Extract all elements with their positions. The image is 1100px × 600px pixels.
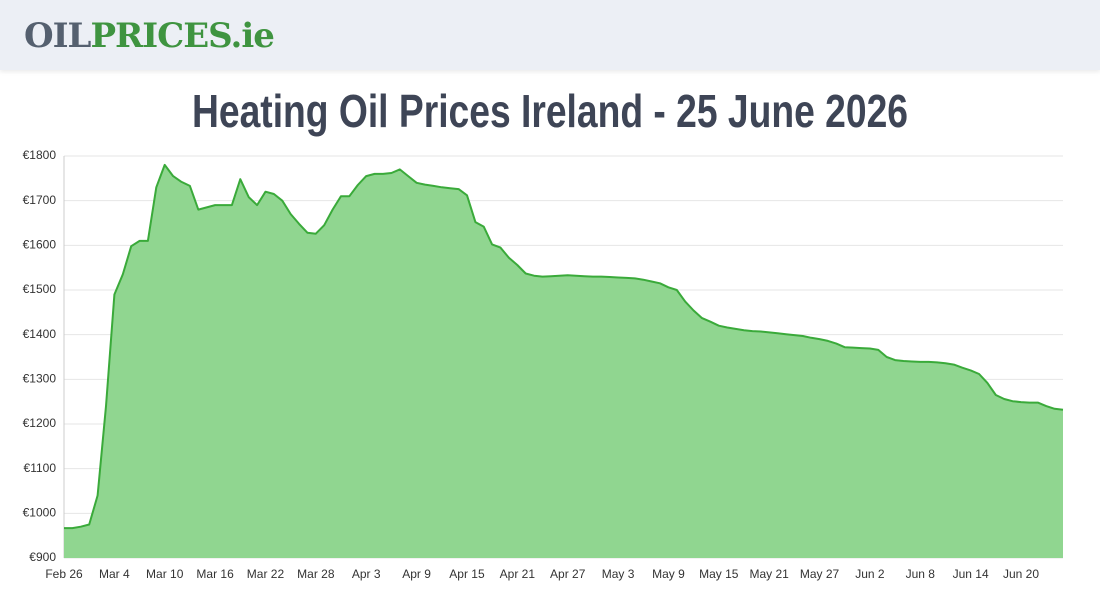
x-tick-label: Apr 9 (402, 567, 431, 581)
x-tick-label: Mar 16 (196, 567, 234, 581)
y-tick-label: €1100 (24, 461, 57, 475)
area-fill (64, 164, 1063, 558)
x-tick-label: Mar 28 (297, 567, 335, 581)
x-tick-label: Jun 20 (1003, 567, 1039, 581)
y-tick-label: €900 (29, 550, 56, 564)
logo-part: OIL (24, 16, 91, 56)
x-tick-label: Apr 27 (550, 567, 586, 581)
x-tick-label: Jun 2 (855, 567, 885, 581)
y-tick-label: €1600 (23, 238, 57, 252)
chart: Heating Oil Prices Ireland - 25 June 202… (23, 85, 1064, 581)
x-tick-label: Feb 26 (45, 567, 83, 581)
x-tick-label: Jun 8 (906, 567, 936, 581)
x-tick-label: Apr 21 (500, 567, 536, 581)
y-tick-label: €1200 (23, 416, 57, 430)
y-tick-label: €1000 (23, 506, 57, 520)
x-tick-label: May 27 (800, 567, 840, 581)
y-tick-label: €1800 (23, 148, 57, 162)
x-tick-label: Mar 22 (247, 567, 285, 581)
line (64, 163, 1064, 530)
y-tick-label: €1400 (23, 327, 57, 341)
x-tick-label: May 3 (602, 567, 635, 581)
x-tick-label: Apr 3 (352, 567, 381, 581)
logo-part: PRICES.ie (90, 16, 274, 56)
x-tick-label: May 21 (749, 567, 789, 581)
x-tick-label: Mar 10 (146, 567, 184, 581)
chart-title: Heating Oil Prices Ireland - 25 June 202… (192, 85, 908, 137)
y-tick-label: €1700 (23, 193, 57, 207)
x-tick-label: May 9 (652, 567, 685, 581)
x-tick-label: Mar 4 (99, 567, 130, 581)
x-tick-label: Apr 15 (449, 567, 485, 581)
y-tick-label: €1500 (23, 282, 57, 296)
x-tick-label: May 15 (699, 567, 739, 581)
y-tick-label: €1300 (23, 372, 57, 386)
logo[interactable]: OILPRICES.ie (24, 16, 275, 56)
x-tick-label: Jun 14 (953, 567, 989, 581)
header: OILPRICES.ie (0, 0, 1100, 70)
